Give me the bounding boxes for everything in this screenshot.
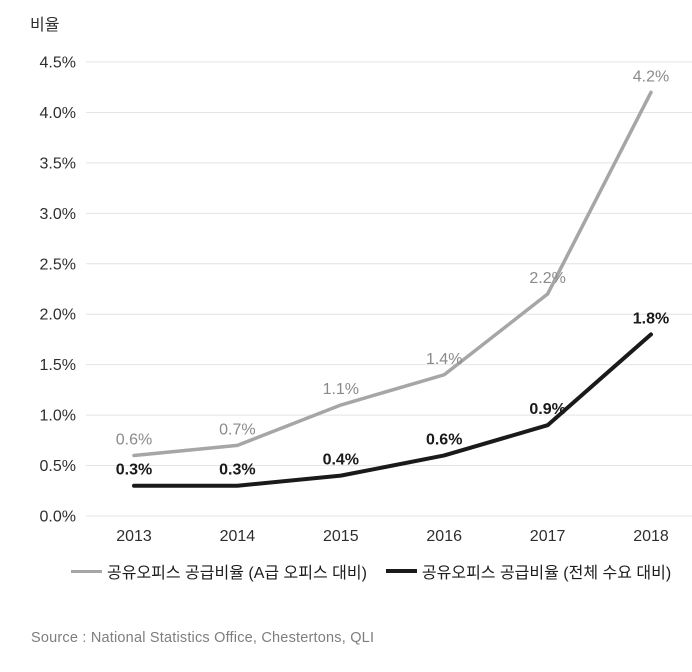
x-tick-label: 2016 (426, 528, 462, 545)
y-tick-label: 4.0% (40, 105, 76, 122)
data-label: 0.7% (219, 421, 255, 438)
y-tick-label: 2.5% (40, 256, 76, 273)
data-label: 2.2% (529, 270, 565, 287)
y-axis-title: 비율 (30, 17, 60, 34)
y-tick-label: 0.5% (40, 458, 76, 475)
data-label: 4.2% (633, 68, 669, 85)
y-tick-label: 1.0% (40, 408, 76, 425)
y-tick-label: 3.0% (40, 206, 76, 223)
y-tick-label: 1.5% (40, 357, 76, 374)
x-tick-label: 2014 (220, 528, 256, 545)
x-tick-label: 2015 (323, 528, 359, 545)
data-label: 1.1% (323, 381, 359, 398)
y-tick-label: 2.0% (40, 307, 76, 324)
legend-label-total-demand: 공유오피스 공급비율 (전체 수요 대비) (421, 565, 672, 582)
series-line-2 (132, 332, 653, 488)
black-line-swatch (385, 569, 417, 573)
chart-legend: 공유오피스 공급비율 (A급 오피스 대비) 공유오피스 공급비율 (전체 수요… (71, 559, 671, 583)
legend-item-total-demand: 공유오피스 공급비율 (전체 수요 대비) (385, 559, 672, 583)
x-tick-label: 2017 (530, 528, 566, 545)
source-note: Source : National Statistics Office, Che… (31, 630, 375, 646)
data-label: 1.4% (426, 351, 462, 368)
data-label: 0.6% (116, 431, 152, 448)
data-label: 0.3% (116, 462, 152, 479)
x-tick-label: 2018 (633, 528, 669, 545)
gray-line-swatch (71, 569, 102, 573)
data-label: 0.4% (323, 452, 359, 469)
line-chart: 4.5% 4.0% 3.5% 3.0% 2.5% 2.0% 1.5% 1.0% 0.5% 0.0%… (40, 55, 692, 545)
legend-label-a-grade-office: 공유오피스 공급비율 (A급 오피스 대비) (107, 565, 367, 582)
data-label: 0.6% (426, 431, 462, 448)
data-label: 1.8% (633, 310, 669, 327)
legend-item-a-grade-office: 공유오피스 공급비율 (A급 오피스 대비) (71, 559, 367, 583)
y-tick-label: 0.0% (40, 509, 76, 526)
y-tick-label: 3.5% (40, 155, 76, 172)
x-tick-label: 2013 (116, 528, 152, 545)
data-label: 0.9% (529, 401, 565, 418)
data-label: 0.3% (219, 462, 255, 479)
series-line-1 (132, 90, 653, 458)
y-tick-label: 4.5% (40, 55, 76, 72)
